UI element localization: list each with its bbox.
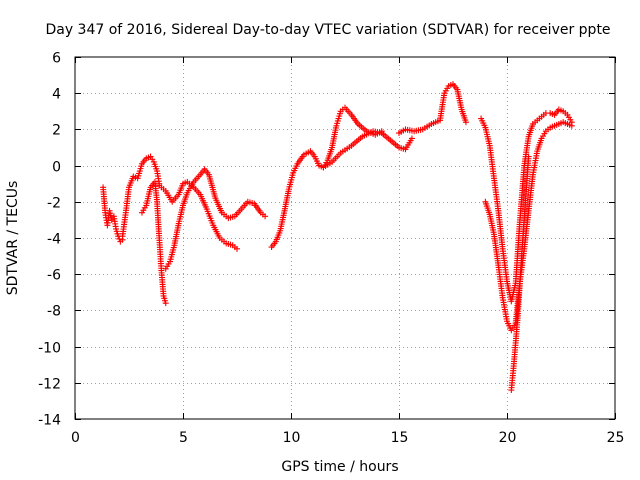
series-track: [482, 119, 575, 334]
x-tick-label: 5: [179, 430, 188, 446]
data-point: [234, 245, 240, 252]
data-point: [262, 213, 269, 220]
x-axis-title: GPS time / hours: [281, 459, 398, 475]
series-track: [508, 153, 532, 394]
y-tick-label: -6: [47, 268, 61, 284]
grid: [75, 57, 615, 419]
series-track: [156, 178, 240, 252]
x-tick-label: 25: [607, 430, 625, 446]
y-tick-label: 2: [52, 123, 61, 139]
y-tick-label: -10: [38, 341, 61, 357]
x-tick-label: 0: [71, 430, 80, 446]
y-axis-title: SDTVAR / TECUs: [5, 181, 21, 296]
data-point: [108, 216, 115, 223]
series-track: [119, 153, 163, 240]
y-tick-label: 0: [52, 160, 61, 176]
y-tick-label: -8: [47, 304, 61, 320]
series-track: [100, 184, 126, 245]
data-point: [408, 135, 415, 142]
chart-title: Day 347 of 2016, Sidereal Day-to-day VTE…: [45, 22, 610, 38]
x-tick-label: 10: [283, 430, 301, 446]
y-tick-label: -2: [47, 196, 61, 212]
series-track: [138, 178, 169, 307]
series-track: [162, 166, 269, 272]
data-point: [568, 122, 575, 129]
series-track: [320, 128, 415, 171]
data-point: [462, 119, 469, 126]
y-tick-label: -12: [38, 377, 61, 393]
y-tick-label: -4: [47, 232, 61, 248]
y-tick-label: 4: [52, 87, 61, 103]
data-point-interp: [116, 235, 123, 242]
series-track: [268, 104, 385, 251]
x-tick-label: 20: [499, 430, 517, 446]
x-tick-label: 15: [391, 430, 409, 446]
x-tick-labels: 0 5 10 15 20 25: [71, 430, 624, 446]
data-point: [162, 300, 169, 307]
y-tick-labels: -14 -12 -10 -8 -6 -4 -2 0 2 4 6: [38, 51, 61, 429]
series-track: [478, 106, 575, 305]
y-tick-label: -14: [38, 413, 61, 429]
series-track: [396, 81, 469, 137]
plot-frame: [74, 56, 616, 420]
y-tick-label: 6: [52, 51, 61, 67]
data-point: [525, 153, 532, 160]
data-points: [100, 81, 575, 394]
